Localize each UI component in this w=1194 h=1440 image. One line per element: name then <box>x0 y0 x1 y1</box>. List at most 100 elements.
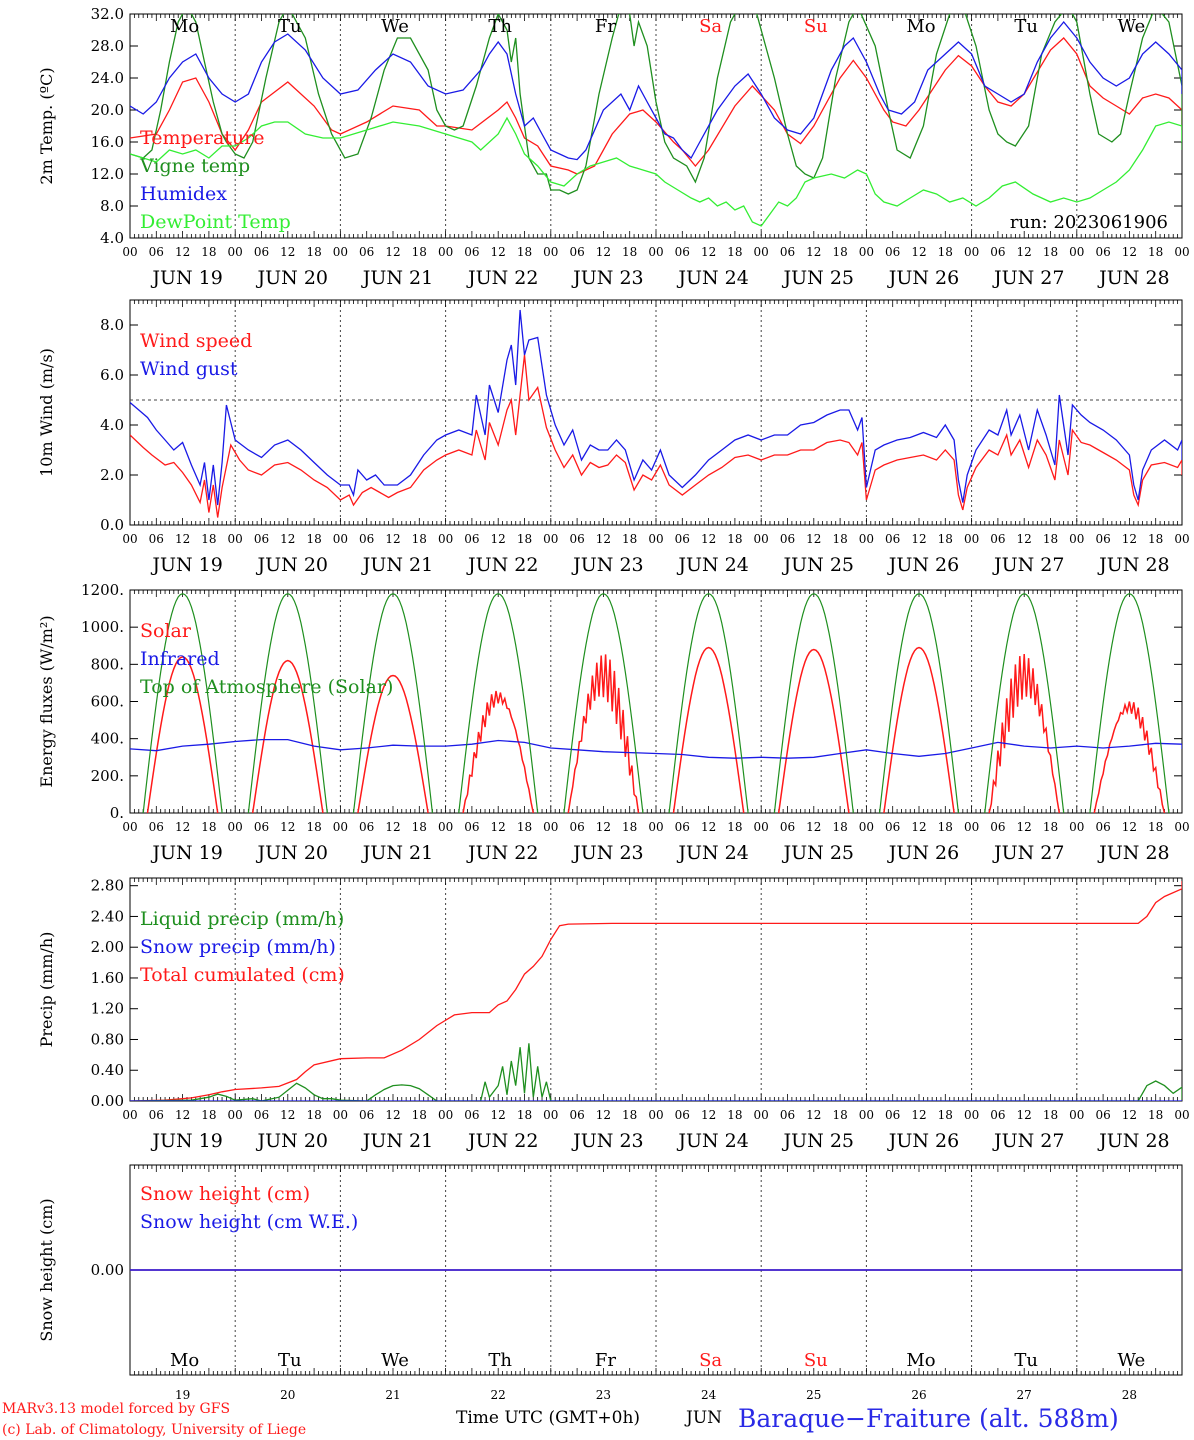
month-label: JUN <box>684 1408 722 1428</box>
x-hour-label: 12 <box>1122 532 1137 546</box>
x-hour-label: 12 <box>280 245 295 259</box>
x-hour-label: 06 <box>675 1108 690 1122</box>
x-hour-label: 06 <box>569 820 584 834</box>
x-hour-label: 00 <box>648 1108 663 1122</box>
x-hour-label: 12 <box>385 532 400 546</box>
x-hour-label: 18 <box>1148 245 1163 259</box>
series-dewpoint-temp <box>130 116 1182 227</box>
legend-entry: Top of Atmosphere (Solar) <box>140 676 393 698</box>
x-hour-label: 00 <box>1069 1108 1084 1122</box>
x-hour-label: 00 <box>122 532 137 546</box>
x-date-label: JUN 27 <box>992 554 1064 576</box>
x-hour-label: 06 <box>990 245 1005 259</box>
x-hour-label: 18 <box>201 245 216 259</box>
series-infrared <box>130 738 1182 759</box>
x-hour-label: 06 <box>254 820 269 834</box>
y-tick-label: 1200. <box>81 581 124 599</box>
x-hour-label: 18 <box>832 820 847 834</box>
x-hour-label: 00 <box>754 820 769 834</box>
x-hour-label: 06 <box>149 820 164 834</box>
y-tick-label: 6.0 <box>100 366 124 384</box>
weekday-label: Mo <box>906 1350 935 1371</box>
x-date-label: JUN 23 <box>571 842 643 864</box>
y-tick-label: 2.00 <box>91 938 124 956</box>
weekday-label: Tu <box>278 1350 302 1371</box>
legend-entry: DewPoint Temp <box>140 211 291 233</box>
x-date-label: JUN 22 <box>466 554 538 576</box>
series-wind-gust <box>130 309 1182 506</box>
x-hour-label: 12 <box>491 245 506 259</box>
x-hour-label: 06 <box>569 532 584 546</box>
weekday-label: Sa <box>699 1350 722 1371</box>
x-date-label: JUN 19 <box>150 554 222 576</box>
x-hour-label: 00 <box>1174 245 1189 259</box>
x-hour-label: 00 <box>648 245 663 259</box>
series-group <box>130 14 1182 227</box>
y-tick-label: 0.0 <box>100 516 124 534</box>
x-hour-label: 06 <box>1095 820 1110 834</box>
x-date-label: JUN 25 <box>782 554 854 576</box>
y-axis-label: Precip (mm/h) <box>37 932 56 1048</box>
x-hour-label: 06 <box>464 532 479 546</box>
x-hour-label: 12 <box>280 820 295 834</box>
x-date-label: JUN 26 <box>887 1130 959 1152</box>
x-hour-label: 18 <box>832 245 847 259</box>
series-top-of-atmosphere-solar- <box>142 593 223 813</box>
x-hour-label: 18 <box>832 532 847 546</box>
x-hour-label: 18 <box>1148 820 1163 834</box>
series-vigne-temp <box>130 14 1182 195</box>
panel-2: 0.0 2.0 4.0 6.0 8.0 10m Wind (m/s) 00 06 12 18 JUN… <box>37 299 1190 576</box>
series-top-of-atmosphere-solar- <box>773 593 854 813</box>
x-hour-label: 06 <box>990 820 1005 834</box>
x-hour-label: 12 <box>491 1108 506 1122</box>
series-solar <box>672 646 745 813</box>
x-hour-label: 00 <box>1174 820 1189 834</box>
x-date-label: JUN 23 <box>571 267 643 289</box>
lab-credit: (c) Lab. of Climatology, University of L… <box>2 1422 306 1438</box>
y-tick-label: 16.0 <box>91 133 124 151</box>
x-date-label: JUN 26 <box>887 267 959 289</box>
x-hour-label: 18 <box>1043 820 1058 834</box>
weekday-label: Su <box>804 16 828 37</box>
x-hour-label: 12 <box>385 820 400 834</box>
x-hour-label: 00 <box>438 820 453 834</box>
x-hour-label: 00 <box>964 1108 979 1122</box>
x-hour-label: 12 <box>1017 245 1032 259</box>
x-date-label: JUN 27 <box>992 842 1064 864</box>
x-hour-label: 00 <box>333 1108 348 1122</box>
x-hour-label: 00 <box>648 532 663 546</box>
weekday-label: Th <box>488 1350 512 1371</box>
x-hour-label: 06 <box>254 1108 269 1122</box>
x-hour-label: 12 <box>280 532 295 546</box>
y-tick-label: 400. <box>91 730 124 748</box>
x-date-label: JUN 21 <box>361 554 433 576</box>
x-hour-label: 18 <box>1148 532 1163 546</box>
weekday-label: Tu <box>1014 16 1038 37</box>
x-hour-label: 18 <box>1043 1108 1058 1122</box>
series-top-of-atmosphere-solar- <box>984 593 1065 813</box>
x-hour-label: 00 <box>333 820 348 834</box>
day-number-label: 20 <box>280 1388 295 1402</box>
run-annotation: run: 2023061906 <box>1010 212 1168 233</box>
x-hour-label: 06 <box>149 245 164 259</box>
x-hour-label: 06 <box>990 532 1005 546</box>
x-hour-label: 18 <box>201 532 216 546</box>
series-group <box>130 593 1182 813</box>
y-tick-label: 1.60 <box>91 969 124 987</box>
x-hour-label: 12 <box>911 245 926 259</box>
x-hour-label: 12 <box>1017 1108 1032 1122</box>
x-hour-label: 00 <box>754 245 769 259</box>
x-hour-label: 12 <box>596 1108 611 1122</box>
weekday-label: We <box>381 1350 409 1371</box>
panel-1: 4.0 8.0 12.0 16.0 20.0 24.0 28.0 32.0 2m Temp. (… <box>37 5 1190 289</box>
x-hour-label: 00 <box>438 245 453 259</box>
weekday-label: Tu <box>1014 1350 1038 1371</box>
y-tick-label: 28.0 <box>91 37 124 55</box>
x-hour-label: 00 <box>228 820 243 834</box>
weekday-label: Tu <box>278 16 302 37</box>
x-hour-label: 18 <box>412 1108 427 1122</box>
legend-entry: Temperature <box>140 127 264 149</box>
x-hour-label: 18 <box>306 820 321 834</box>
x-hour-label: 06 <box>675 245 690 259</box>
series-wind-speed <box>130 354 1182 518</box>
